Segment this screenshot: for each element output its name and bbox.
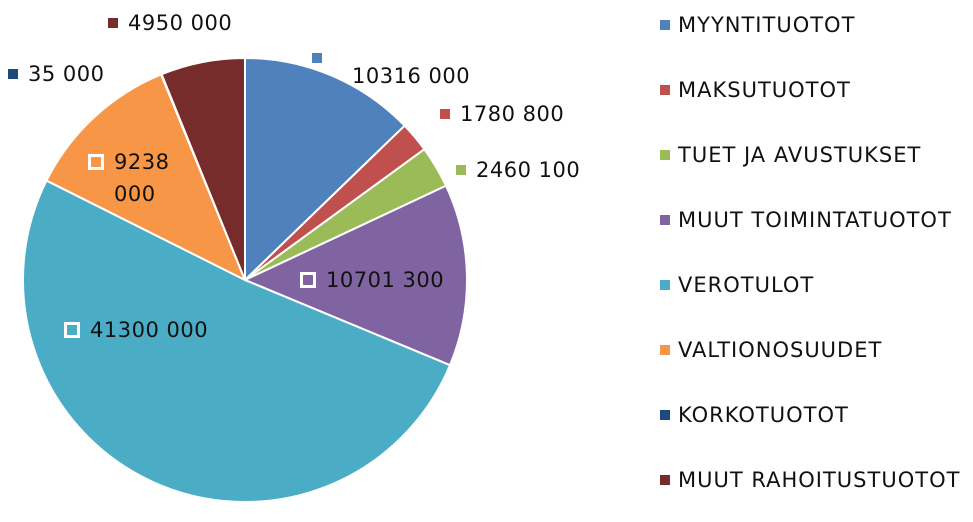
legend-marker (660, 150, 670, 160)
legend-label: MUUT TOIMINTATUOTOT (678, 208, 952, 232)
data-label-text: 41300 000 (90, 318, 209, 342)
legend-marker (660, 20, 670, 30)
legend-label: MYYNTITUOTOT (678, 13, 856, 37)
label-marker (108, 18, 118, 28)
pie-slice (242, 184, 468, 367)
legend-marker (660, 215, 670, 225)
legend-item: MAKSUTUOTOT (660, 74, 973, 106)
label-marker (64, 322, 80, 338)
label-marker (300, 272, 316, 288)
data-label-text: 1780 800 (460, 102, 565, 126)
data-label-text: 10701 300 (326, 268, 445, 292)
legend-marker (660, 345, 670, 355)
legend-item: MUUT RAHOITUSTUOTOT (660, 464, 973, 496)
label-marker (88, 154, 104, 170)
data-label: 2460 100 (456, 154, 656, 186)
data-label-text: 4950 000 (128, 11, 233, 35)
legend-item: VALTIONOSUUDET (660, 334, 973, 366)
legend-label: TUET JA AVUSTUKSET (678, 143, 922, 167)
legend-marker (660, 280, 670, 290)
label-marker (440, 109, 450, 119)
legend-label: VEROTULOT (678, 273, 815, 297)
data-label: 9238 000 (88, 146, 198, 210)
pie-slice (22, 179, 452, 503)
data-label: 41300 000 (64, 314, 284, 346)
legend-marker (660, 475, 670, 485)
data-label-text: 2460 100 (476, 158, 581, 182)
pie-slice (160, 56, 246, 281)
legend-item: MUUT TOIMINTATUOTOT (660, 204, 973, 236)
data-label: 10701 300 (300, 264, 500, 296)
data-label: 10316 000 (312, 52, 512, 92)
legend-item: MYYNTITUOTOT (660, 9, 973, 41)
legend-marker (660, 85, 670, 95)
legend-marker (660, 410, 670, 420)
data-label-text: 9238 000 (114, 150, 170, 206)
pie-slice (45, 73, 247, 283)
pie-slice (244, 56, 407, 283)
data-label: 35 000 (8, 58, 208, 90)
legend-label: MUUT RAHOITUSTUOTOT (678, 468, 961, 492)
label-marker (8, 69, 18, 79)
label-marker (312, 53, 322, 63)
legend-item: VEROTULOT (660, 269, 973, 301)
legend-item: TUET JA AVUSTUKSET (660, 139, 973, 171)
label-marker (456, 165, 466, 175)
legend-label: MAKSUTUOTOT (678, 78, 851, 102)
legend-label: VALTIONOSUUDET (678, 338, 883, 362)
data-label-text: 10316 000 (352, 64, 471, 88)
data-label-text: 35 000 (28, 62, 105, 86)
legend-item: KORKOTUOTOT (660, 399, 973, 431)
data-label: 1780 800 (440, 98, 640, 130)
legend-label: KORKOTUOTOT (678, 403, 849, 427)
data-label: 4950 000 (108, 7, 308, 39)
